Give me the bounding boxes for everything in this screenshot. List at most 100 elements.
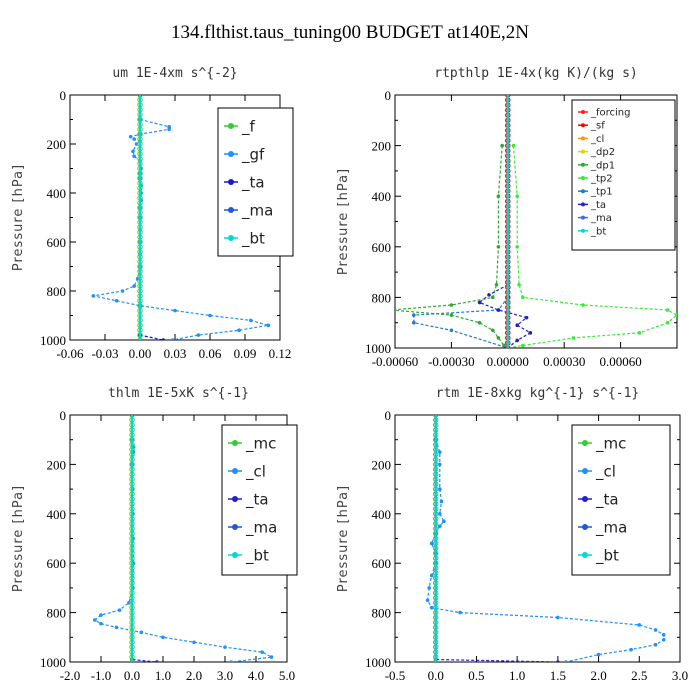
y-tick-label: 0 bbox=[60, 88, 67, 103]
legend-label: _mc bbox=[245, 434, 276, 453]
data-point bbox=[477, 320, 482, 325]
series-line-dp1 bbox=[395, 145, 509, 348]
data-point bbox=[496, 308, 501, 312]
plot-area bbox=[93, 415, 274, 662]
data-point bbox=[114, 625, 119, 630]
x-tick-label: 1.5 bbox=[550, 668, 566, 683]
series-line-ta bbox=[435, 415, 558, 662]
legend-marker bbox=[232, 552, 238, 558]
legend-label: _ta bbox=[590, 200, 606, 211]
data-point bbox=[117, 608, 122, 612]
data-point bbox=[528, 331, 533, 335]
data-point bbox=[134, 142, 139, 146]
x-tick-label: -0.06 bbox=[56, 346, 84, 361]
legend-marker bbox=[581, 110, 585, 114]
data-point bbox=[477, 300, 482, 305]
x-tick-label: 0.06 bbox=[199, 346, 222, 361]
y-tick-label: 200 bbox=[47, 457, 67, 472]
legend: _forcing _sf _cl _dp2 _dp1 _tp2 _tp1 _ta _ma _bt bbox=[571, 99, 676, 251]
data-point bbox=[449, 303, 454, 307]
data-point bbox=[496, 336, 501, 340]
data-point bbox=[500, 143, 504, 148]
data-point bbox=[458, 610, 462, 615]
x-tick-label: -0.00030 bbox=[428, 354, 475, 369]
x-tick-label: -0.5 bbox=[385, 668, 406, 683]
plot-area bbox=[425, 415, 666, 662]
legend-marker bbox=[232, 440, 238, 446]
data-point bbox=[114, 299, 119, 303]
data-point bbox=[412, 313, 416, 317]
panel-3: thlm 1E-5xK s^{-1} Pressure [hPa] 0 200 400 6… bbox=[11, 386, 298, 683]
data-point bbox=[208, 313, 212, 318]
data-point bbox=[429, 573, 434, 578]
legend-label: _cl bbox=[595, 462, 616, 481]
y-axis-label: Pressure [hPa] bbox=[336, 168, 351, 275]
legend: _f _gf _ta _ma _bt bbox=[217, 107, 294, 257]
legend-label: _tp1 bbox=[590, 187, 613, 198]
legend-label: _ma bbox=[590, 213, 612, 224]
y-axis-label: Pressure [hPa] bbox=[11, 164, 26, 271]
legend-label: _cl bbox=[590, 134, 604, 145]
x-tick-label: 0.00 bbox=[129, 346, 152, 361]
data-point bbox=[437, 524, 442, 528]
legend-marker bbox=[581, 162, 585, 167]
legend-label: _sf bbox=[590, 121, 605, 132]
legend-label: _ta bbox=[595, 490, 619, 509]
data-point bbox=[556, 615, 560, 620]
data-point bbox=[223, 645, 227, 649]
data-point bbox=[517, 282, 521, 287]
x-tick-label: 0.12 bbox=[269, 346, 292, 361]
y-tick-label: 600 bbox=[47, 556, 67, 571]
y-tick-label: 0 bbox=[60, 408, 67, 423]
data-point bbox=[167, 127, 171, 132]
y-tick-label: 1000 bbox=[365, 655, 391, 670]
data-point bbox=[139, 630, 144, 635]
series-line-ta bbox=[478, 284, 532, 348]
data-point bbox=[269, 655, 274, 659]
y-tick-label: 200 bbox=[372, 139, 392, 154]
x-tick-label: 0.0 bbox=[124, 668, 140, 683]
legend-box bbox=[571, 424, 671, 576]
x-tick-label: -0.03 bbox=[91, 346, 118, 361]
legend-label: _ma bbox=[595, 518, 627, 537]
data-point bbox=[515, 338, 519, 343]
legend-marker bbox=[581, 136, 585, 141]
legend-label: _bt bbox=[595, 546, 619, 565]
data-point bbox=[439, 499, 444, 504]
data-point bbox=[442, 519, 446, 524]
data-point bbox=[132, 137, 136, 141]
data-point bbox=[99, 621, 103, 626]
legend-marker bbox=[232, 496, 238, 502]
legend-label: _dp1 bbox=[590, 160, 615, 171]
data-point bbox=[490, 295, 495, 300]
data-point bbox=[132, 154, 136, 159]
legend-marker bbox=[232, 468, 238, 474]
legend-marker bbox=[228, 123, 234, 129]
legend-label: _bt bbox=[241, 229, 265, 248]
figure-title: 134.flthist.taus_tuning00 BUDGET at140E,… bbox=[171, 22, 529, 43]
legend-label: _ta bbox=[245, 490, 269, 509]
legend-marker bbox=[581, 189, 585, 194]
x-tick-label: 2.0 bbox=[590, 668, 606, 683]
plot-area bbox=[395, 95, 677, 348]
data-point bbox=[496, 245, 501, 249]
legend-marker bbox=[582, 440, 588, 446]
panel-2: rtpthlp 1E-4x(kg K)/(kg s) Pressure [hPa]… bbox=[336, 66, 678, 369]
data-point bbox=[412, 320, 416, 325]
data-point bbox=[429, 605, 434, 610]
x-tick-label: -2.0 bbox=[60, 668, 81, 683]
data-point bbox=[260, 650, 265, 654]
y-tick-label: 400 bbox=[47, 186, 67, 201]
series-line-ta bbox=[131, 415, 157, 662]
legend-marker bbox=[228, 151, 234, 157]
y-tick-label: 0 bbox=[385, 88, 392, 103]
x-tick-label: 1.0 bbox=[509, 668, 525, 683]
data-point bbox=[99, 613, 103, 617]
x-tick-label: -0.00060 bbox=[372, 354, 419, 369]
data-point bbox=[629, 647, 633, 652]
data-point bbox=[675, 313, 677, 317]
data-point bbox=[661, 633, 666, 637]
data-point bbox=[437, 450, 442, 454]
panel-1: um 1E-4xm s^{-2} Pressure [hPa] 0 200 400 600… bbox=[11, 66, 294, 361]
legend-label: _ma bbox=[245, 518, 277, 537]
